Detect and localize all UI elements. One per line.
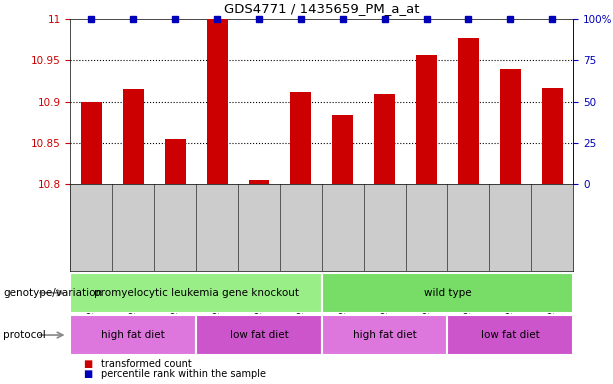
Text: transformed count: transformed count: [101, 359, 192, 369]
Bar: [70, 273, 322, 313]
Bar: [416, 55, 437, 184]
Bar: [542, 88, 563, 184]
Text: low fat diet: low fat diet: [481, 330, 539, 340]
Bar: [81, 102, 102, 184]
Bar: [332, 115, 353, 184]
Bar: [322, 273, 573, 313]
Text: percentile rank within the sample: percentile rank within the sample: [101, 369, 266, 379]
Text: ■: ■: [83, 359, 92, 369]
Title: GDS4771 / 1435659_PM_a_at: GDS4771 / 1435659_PM_a_at: [224, 2, 419, 15]
Bar: [165, 139, 186, 184]
Bar: [248, 180, 270, 184]
Bar: [500, 69, 521, 184]
Bar: [70, 315, 196, 355]
Text: low fat diet: low fat diet: [230, 330, 288, 340]
Bar: [207, 19, 227, 184]
Text: ■: ■: [83, 369, 92, 379]
Text: protocol: protocol: [3, 330, 46, 340]
Bar: [123, 89, 144, 184]
Bar: [322, 315, 447, 355]
Text: high fat diet: high fat diet: [102, 330, 165, 340]
Text: genotype/variation: genotype/variation: [3, 288, 102, 298]
Text: wild type: wild type: [424, 288, 471, 298]
Bar: [291, 92, 311, 184]
Text: high fat diet: high fat diet: [353, 330, 416, 340]
Bar: [447, 315, 573, 355]
Bar: [196, 315, 322, 355]
Text: promyelocytic leukemia gene knockout: promyelocytic leukemia gene knockout: [94, 288, 299, 298]
Bar: [458, 38, 479, 184]
Bar: [374, 94, 395, 184]
